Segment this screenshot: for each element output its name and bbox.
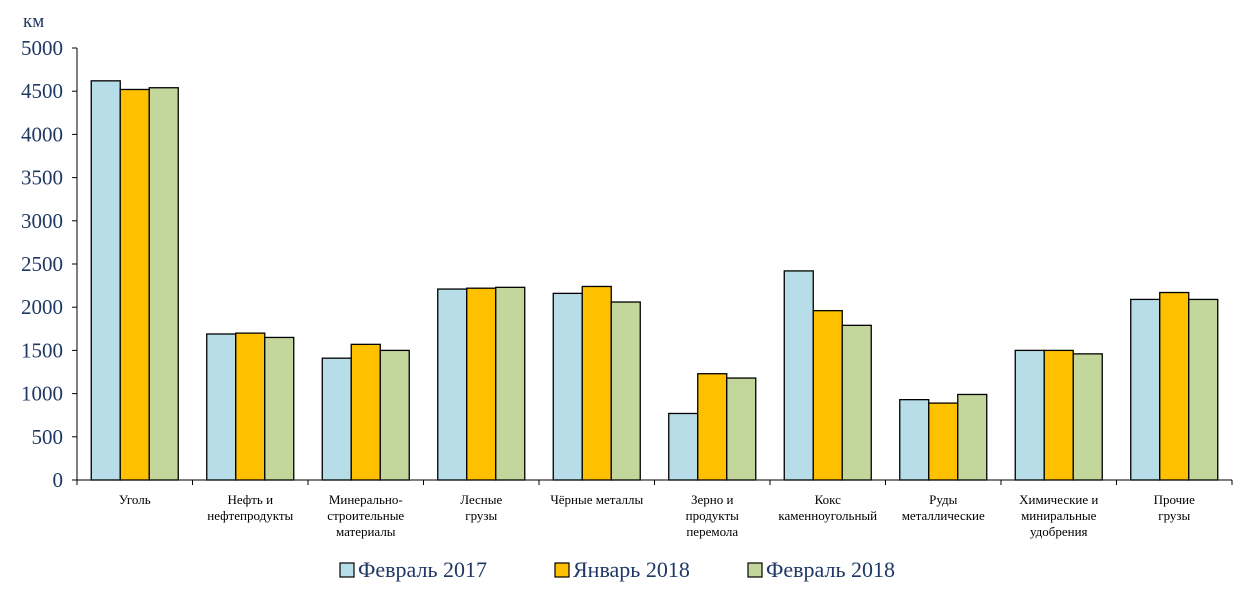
bar — [350, 343, 381, 481]
legend: Февраль 2017 Январь 2018 Февраль 2018 — [339, 557, 895, 582]
x-tick-label: Лесные — [460, 492, 502, 507]
x-tick-label: Зерно и — [691, 492, 733, 507]
bar — [264, 336, 295, 481]
y-tick-label: 4000 — [21, 122, 63, 146]
bar — [726, 377, 757, 481]
bar — [668, 412, 699, 481]
bar — [148, 87, 179, 481]
y-axis-ticks: 0 500 1000 1500 2000 2500 3000 3500 4000 4500 5000 — [21, 36, 77, 492]
legend-label: Январь 2018 — [573, 557, 690, 582]
bar — [437, 288, 468, 481]
bar — [90, 80, 121, 481]
y-tick-label: 2000 — [21, 295, 63, 319]
bar — [495, 286, 526, 481]
y-tick-label: 500 — [32, 425, 64, 449]
axes — [76, 48, 1233, 485]
bar — [552, 292, 583, 481]
x-tick-label: Уголь — [119, 492, 151, 507]
x-tick-label: Чёрные металлы — [550, 492, 643, 507]
bar — [235, 332, 266, 481]
x-tick-label: продукты — [686, 508, 740, 523]
bar — [1014, 349, 1045, 481]
y-tick-label: 2500 — [21, 252, 63, 276]
bar — [119, 88, 150, 481]
bar — [206, 333, 237, 481]
bars — [90, 80, 1219, 481]
y-tick-label: 0 — [53, 468, 64, 492]
bar — [697, 373, 728, 481]
x-tick-label: материалы — [336, 524, 396, 539]
x-tick-label: Химические и — [1019, 492, 1098, 507]
y-tick-label: 1500 — [21, 338, 63, 362]
y-tick-label: 5000 — [21, 36, 63, 60]
x-tick-label: металлические — [902, 508, 985, 523]
x-tick-label: Нефть и — [227, 492, 273, 507]
legend-label: Февраль 2017 — [358, 557, 487, 582]
bar — [812, 310, 843, 481]
bar — [321, 357, 352, 481]
bar — [610, 301, 641, 481]
bar — [379, 349, 410, 481]
x-tick-label: минираль­ные — [1021, 508, 1097, 523]
bar — [581, 285, 612, 481]
y-tick-label: 1000 — [21, 382, 63, 406]
legend-label: Февраль 2018 — [766, 557, 895, 582]
y-tick-label: 3500 — [21, 166, 63, 190]
legend-swatch — [747, 562, 763, 578]
bar — [1159, 291, 1190, 481]
bar — [841, 324, 872, 481]
x-tick-label: Прочие — [1154, 492, 1196, 507]
x-tick-label: грузы — [465, 508, 497, 523]
legend-swatch — [554, 562, 570, 578]
x-tick-label: Руды — [929, 492, 958, 507]
x-tick-label: Минерально- — [329, 492, 403, 507]
bar — [466, 287, 497, 481]
bar — [899, 398, 930, 481]
x-tick-label: перемола — [686, 524, 738, 539]
x-tick-label: Кокс — [815, 492, 842, 507]
x-tick-label: грузы — [1158, 508, 1190, 523]
y-tick-label: 3000 — [21, 209, 63, 233]
legend-swatch — [339, 562, 355, 578]
bar — [928, 402, 959, 481]
x-tick-label: каменноугольный — [778, 508, 877, 523]
bar — [1130, 298, 1161, 481]
y-axis-unit-label: км — [23, 11, 44, 32]
x-tick-label: строительные — [327, 508, 404, 523]
bar — [1043, 349, 1074, 481]
bar — [783, 270, 814, 481]
x-tick-label: нефтепродукты — [207, 508, 293, 523]
y-tick-label: 4500 — [21, 79, 63, 103]
bar — [1072, 353, 1103, 481]
bar — [1188, 298, 1219, 481]
x-tick-label: удобрения — [1030, 524, 1088, 539]
bar — [957, 393, 988, 481]
